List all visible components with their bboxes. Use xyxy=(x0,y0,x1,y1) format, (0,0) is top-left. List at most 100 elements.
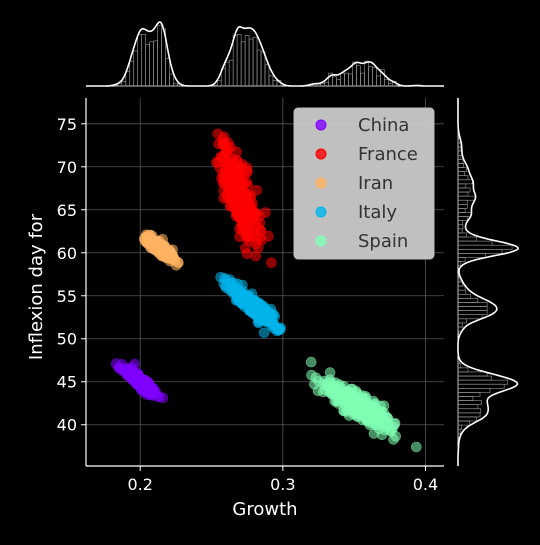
top-histogram-bar xyxy=(216,80,222,87)
legend-marker-spain xyxy=(315,235,327,247)
top-histogram-bar xyxy=(169,73,174,87)
right-histogram-bar xyxy=(457,420,470,426)
top-histogram-bar xyxy=(268,75,274,87)
top-histogram-bar xyxy=(340,72,345,87)
top-histogram-bar xyxy=(384,79,389,87)
top-histogram-bar xyxy=(145,44,150,87)
right-histogram-bar xyxy=(457,257,466,262)
top-histogram-bar xyxy=(316,83,321,87)
data-point xyxy=(254,217,266,229)
top-histogram-bar xyxy=(240,41,246,87)
data-point xyxy=(116,364,127,376)
right-histogram-bar xyxy=(457,216,468,221)
data-point xyxy=(377,410,388,422)
data-point xyxy=(263,230,274,242)
y-tick-label: 45 xyxy=(57,373,77,392)
y-tick-label: 40 xyxy=(57,416,77,435)
series-france xyxy=(211,128,277,269)
right-histogram-bar xyxy=(457,244,513,250)
right-histogram-bar xyxy=(457,208,466,213)
legend-marker-france xyxy=(315,148,327,160)
top-histogram-bar xyxy=(248,38,254,87)
y-tick-label: 60 xyxy=(57,244,77,263)
right-histogram-bar xyxy=(457,175,469,181)
legend-marker-italy xyxy=(315,206,327,218)
series-iran xyxy=(138,229,184,271)
y-axis-label: Inflexion day for xyxy=(26,213,47,360)
right-histogram-bar xyxy=(457,159,464,164)
data-point xyxy=(229,184,241,195)
right-histogram-bar xyxy=(457,224,464,230)
y-tick-label: 55 xyxy=(57,287,77,306)
top-histogram-bar xyxy=(356,65,361,87)
right-histogram-bar xyxy=(457,240,493,246)
right-histogram-bar xyxy=(457,306,488,311)
data-point xyxy=(382,420,394,432)
right-histogram-bar xyxy=(457,273,460,279)
data-point xyxy=(274,324,286,336)
top-histogram-bar xyxy=(157,24,162,87)
right-histogram-bar xyxy=(457,396,474,401)
data-point xyxy=(158,246,170,258)
right-histogram-bar xyxy=(457,183,467,189)
data-point xyxy=(251,185,263,196)
right-histogram-bar xyxy=(457,150,462,156)
legend-label-france: France xyxy=(358,144,418,165)
x-tick-label: 0.2 xyxy=(127,475,152,494)
data-point xyxy=(242,180,254,192)
data-point xyxy=(241,248,253,259)
data-point xyxy=(378,400,390,412)
data-point xyxy=(224,284,235,296)
top-histogram-bar xyxy=(376,75,381,87)
data-point xyxy=(410,441,422,453)
series-spain xyxy=(305,356,422,453)
data-point xyxy=(223,160,234,171)
right-histogram-bar xyxy=(457,302,488,307)
top-histogram-bar xyxy=(368,66,373,87)
right-histogram-bar xyxy=(457,285,466,291)
data-point xyxy=(264,308,276,320)
right-histogram-bar xyxy=(457,383,505,389)
right-histogram-bar xyxy=(457,310,488,316)
data-point xyxy=(325,386,336,397)
right-histogram-bar xyxy=(457,293,472,299)
legend-label-italy: Italy xyxy=(358,202,397,223)
right-histogram-bar xyxy=(457,228,463,234)
right-histogram-bar xyxy=(457,375,492,381)
right-histogram-bar xyxy=(457,199,468,205)
legend: China France Iran Italy Spain xyxy=(293,107,435,260)
top-histogram-bar xyxy=(324,82,329,87)
right-histogram-bar xyxy=(457,404,479,410)
top-histogram-bar xyxy=(149,41,154,87)
series-china xyxy=(110,358,169,404)
top-histogram-bar xyxy=(336,79,341,87)
top-histogram-bar xyxy=(260,51,266,87)
y-tick-label: 70 xyxy=(57,158,77,177)
top-histogram-bar xyxy=(129,60,135,87)
data-point xyxy=(309,378,320,390)
data-point xyxy=(368,428,380,439)
y-tick-label: 50 xyxy=(57,330,77,349)
data-point xyxy=(305,356,317,368)
data-point xyxy=(347,397,359,408)
data-point xyxy=(233,289,245,301)
right-histogram-bar xyxy=(457,163,464,168)
data-point xyxy=(266,257,277,269)
series-italy xyxy=(215,271,287,339)
data-point xyxy=(250,238,261,250)
top-density-curve xyxy=(86,21,444,87)
right-histogram-bar xyxy=(457,281,463,287)
top-histogram-bar xyxy=(137,34,142,87)
legend-box xyxy=(293,107,435,260)
right-histogram-bar xyxy=(457,318,467,324)
right-histogram-bar xyxy=(457,416,477,422)
right-marginal-histogram xyxy=(457,98,519,466)
right-histogram-bar xyxy=(457,191,469,197)
data-point xyxy=(260,207,271,218)
top-histogram-bar xyxy=(244,35,250,87)
data-point xyxy=(222,137,234,148)
data-point xyxy=(250,250,261,262)
right-histogram-bar xyxy=(457,195,476,201)
